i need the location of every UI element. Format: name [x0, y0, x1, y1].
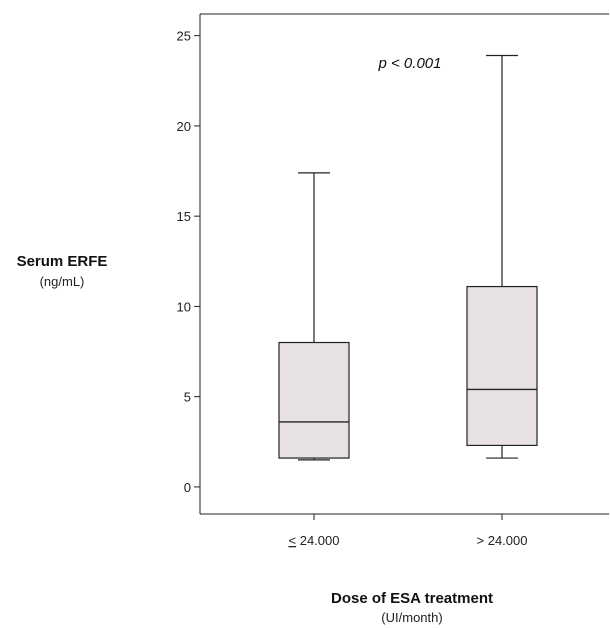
boxes [278, 54, 538, 461]
box-group-1 [278, 172, 350, 461]
y-ticks: 0 5 10 15 20 25 [177, 29, 200, 495]
x-ticks: < 24.000 > 24.000 [289, 514, 528, 548]
y-tick-label-15: 15 [177, 209, 191, 224]
iqr-box [466, 285, 538, 447]
p-value-annotation: p < 0.001 [378, 55, 442, 72]
y-tick-label-5: 5 [184, 390, 191, 405]
x-tick-label-1: < 24.000 [289, 533, 340, 548]
x-tick-label-2: > 24.000 [477, 533, 528, 548]
iqr-box [278, 341, 350, 459]
y-axis-unit: (ng/mL) [40, 274, 85, 289]
x-axis-unit: (UI/month) [381, 610, 442, 625]
y-tick-label-10: 10 [177, 299, 191, 314]
y-tick-label-0: 0 [184, 480, 191, 495]
box-group-2 [466, 54, 538, 459]
y-axis-label: Serum ERFE [17, 253, 108, 270]
plot-frame [199, 13, 609, 515]
x-axis-label: Dose of ESA treatment [331, 590, 493, 607]
y-tick-label-25: 25 [177, 29, 191, 44]
y-tick-label-20: 20 [177, 119, 191, 134]
